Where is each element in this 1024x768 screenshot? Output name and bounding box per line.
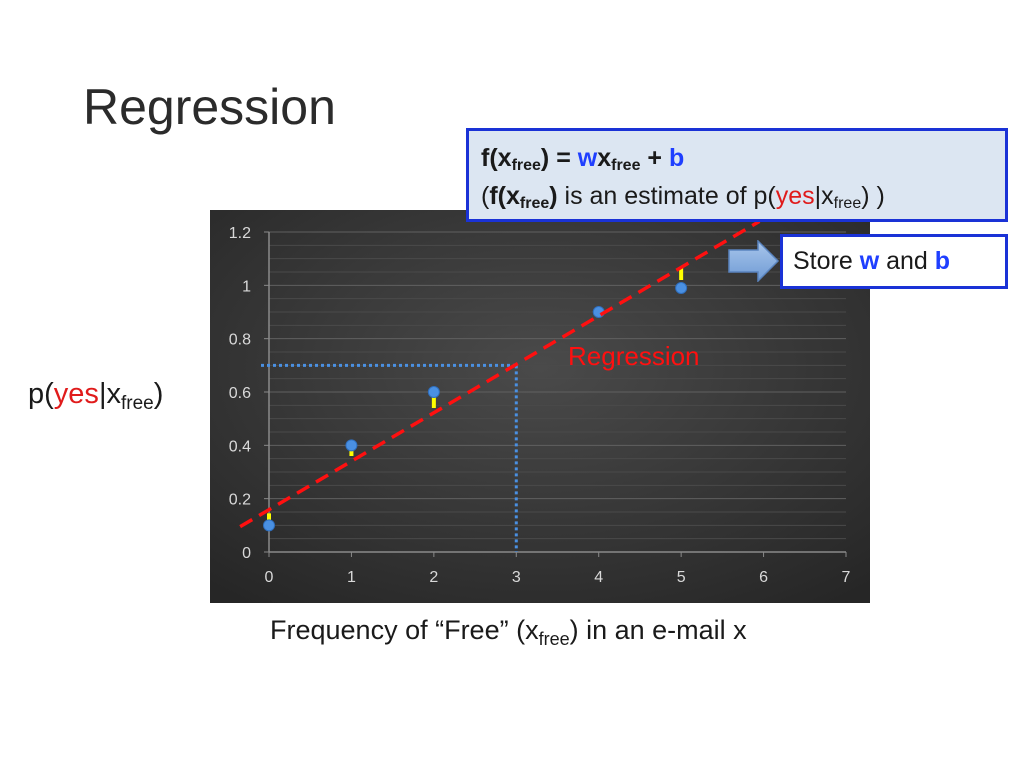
y-tick-label: 0.8 (229, 332, 251, 349)
formula-lhs-sub: free (511, 157, 541, 174)
formula-text: is an estimate of p( (557, 182, 776, 210)
y-tick-label: 1.2 (229, 225, 251, 242)
x-tick-label: 2 (429, 569, 438, 586)
y-tick-label: 0.2 (229, 492, 251, 509)
y-tick-label: 1 (242, 278, 251, 295)
x-tick-label: 3 (512, 569, 521, 586)
formula-yes: yes (775, 182, 815, 210)
formula-line-1: f(xfree) = wxfree + b (481, 139, 993, 177)
formula-lhs: f(x (481, 144, 512, 172)
formula-x: x (597, 144, 612, 172)
x-tick-label: 7 (842, 569, 851, 586)
x-label-rest: ) in an e-mail x (569, 615, 747, 645)
y-label-sub: free (120, 393, 154, 414)
formula-box: f(xfree) = wxfree + b (f(xfree) is an es… (466, 128, 1008, 222)
x-tick-label: 4 (594, 569, 603, 586)
formula-f-sub: free (519, 195, 550, 212)
regression-label: Regression (568, 341, 700, 371)
formula-x-sub: free (611, 157, 641, 174)
formula-f-close: ) (549, 182, 558, 210)
store-b: b (934, 247, 951, 275)
data-point (675, 282, 688, 294)
y-axis-label: p(yes|xfree) (28, 378, 164, 414)
y-label-close: ) (153, 378, 164, 410)
y-label-bar: |x (98, 378, 121, 410)
right-arrow-icon (728, 240, 780, 282)
data-point (345, 439, 358, 452)
formula-bar: |x (814, 182, 834, 210)
y-tick-label: 0.6 (229, 385, 251, 402)
y-tick-label: 0.4 (229, 438, 251, 455)
slide-title: Regression (83, 79, 336, 135)
formula-b: b (668, 144, 685, 172)
store-and: and (879, 247, 935, 275)
formula-f: f(x (489, 182, 520, 210)
formula-open: ( (481, 182, 490, 210)
formula-w: w (577, 144, 598, 172)
y-label-yes: yes (53, 378, 99, 410)
x-tick-label: 1 (347, 569, 356, 586)
formula-close: ) ) (861, 182, 885, 210)
data-point (263, 519, 275, 532)
store-text: Store (793, 247, 860, 275)
x-tick-label: 5 (677, 569, 686, 586)
formula-x-sub-2: free (833, 195, 862, 212)
regression-line (239, 219, 761, 529)
formula-plus: + (640, 144, 669, 172)
formula-lhs-close: ) = (540, 144, 578, 172)
data-point (427, 386, 440, 398)
x-axis-label: Frequency of “Free” (xfree) in an e-mail… (270, 615, 747, 649)
y-tick-label: 0 (242, 545, 251, 562)
formula-line-2: (f(xfree) is an estimate of p(yes|xfree)… (481, 177, 993, 215)
store-box: Store w and b (780, 234, 1008, 289)
x-tick-label: 6 (759, 569, 768, 586)
y-label-p: p( (28, 378, 54, 410)
x-tick-label: 0 (265, 569, 274, 586)
x-label-text: Frequency of “Free” (x (270, 615, 539, 645)
x-label-sub: free (538, 629, 570, 649)
store-w: w (859, 247, 880, 275)
